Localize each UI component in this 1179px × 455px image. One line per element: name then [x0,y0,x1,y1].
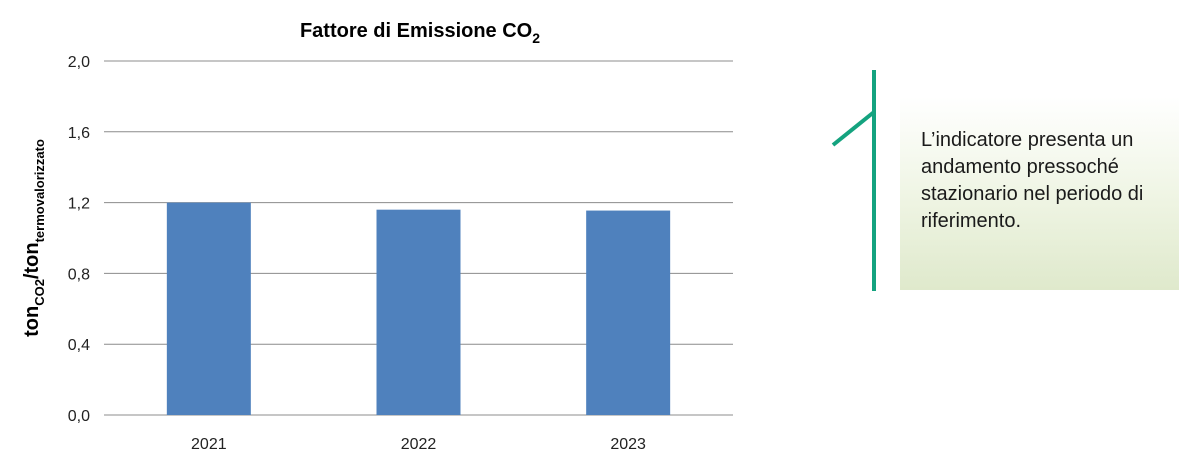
bars [166,202,671,415]
y-axis-label: tonCO2/tontermovalorizzato [21,139,47,337]
x-tick-label: 2023 [610,436,646,453]
y-axis-label-sub: termovalorizzato [32,139,47,242]
x-tick-label: 2021 [191,436,227,453]
y-tick-label: 1,2 [68,196,90,213]
y-tick-label: 0,4 [68,337,90,354]
bar-2021 [166,202,251,415]
y-axis-label-part: /ton [21,242,43,279]
y-tick-labels: 0,0 0,4 0,8 1,2 1,6 2,0 [68,54,90,425]
x-tick-labels: 2021 2022 2023 [191,436,646,453]
y-axis-label-sub: CO2 [32,279,47,306]
bar-2023 [586,210,671,415]
y-tick-label: 0,8 [68,266,90,283]
y-axis-label-part: ton [21,306,43,337]
callout-text: L’indicatore presenta un andamento press… [921,129,1144,232]
x-tick-label: 2022 [401,436,437,453]
y-tick-label: 1,6 [68,125,90,142]
y-tick-label: 0,0 [68,408,90,425]
bar-2022 [376,209,461,415]
y-tick-label: 2,0 [68,54,90,71]
chart-title-subscript: 2 [532,30,540,46]
callout-connector [831,110,876,147]
chart-title-main: Fattore di Emissione CO [300,20,532,42]
callout-box: L’indicatore presenta un andamento press… [900,97,1179,290]
chart-title: Fattore di Emissione CO2 [300,20,540,46]
